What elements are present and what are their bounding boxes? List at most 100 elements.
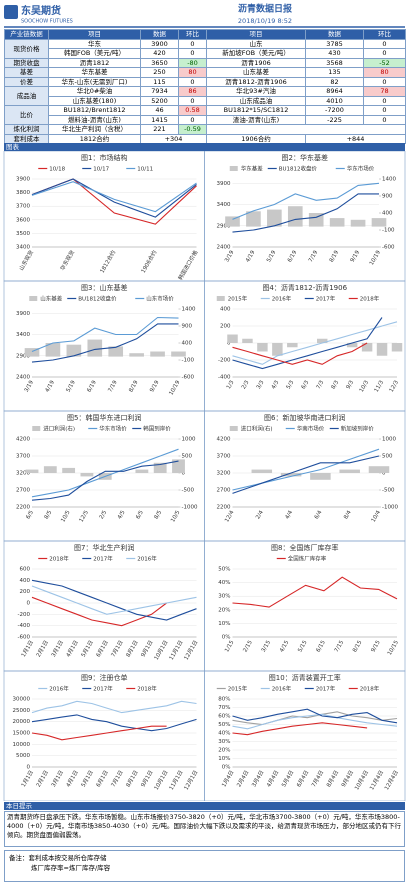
bar	[346, 343, 358, 348]
x-tick-label: 3/15	[261, 639, 273, 653]
x-tick-label: 华东现货	[58, 248, 76, 271]
y-tick-label: 40%	[218, 731, 230, 737]
line-series	[31, 714, 197, 732]
x-tick-label: 8/5	[154, 509, 164, 520]
x-tick-label: 9/19	[350, 249, 362, 263]
legend-label: 华东基差	[241, 165, 264, 173]
cell: -80	[178, 57, 207, 68]
y-tick-label: 10%	[218, 756, 230, 762]
y-tick-label: 4200	[16, 437, 30, 443]
x-tick-label: 1月1日	[20, 639, 35, 658]
x-tick-label: 9月1日	[140, 639, 155, 658]
y-tick-label: 4200	[217, 437, 231, 443]
legend-label: 韩国到岸价	[143, 425, 171, 433]
legend-label: 2017年	[316, 295, 336, 303]
x-tick-label: 6/15	[316, 639, 328, 653]
logo-icon	[4, 5, 18, 19]
bar	[371, 218, 387, 227]
legend-label: 2018年	[360, 295, 380, 303]
y2-tick-label: -600	[382, 245, 395, 251]
cell: 0	[178, 48, 207, 59]
legend-label: 2017年	[93, 555, 113, 563]
x-tick-label: 8/3	[331, 379, 341, 390]
y-tick-label: 0%	[222, 635, 231, 641]
y-tick-label: 0	[227, 341, 231, 347]
x-tick-label: 1/3	[226, 379, 236, 390]
y-tick-label: -400	[218, 375, 231, 381]
x-tick-label: 10/15	[387, 639, 400, 656]
chart-title: 图2：华东基差	[282, 153, 328, 162]
cell: 0	[363, 76, 406, 87]
x-tick-label: 8月1日	[125, 769, 140, 788]
x-tick-label: 2/4	[255, 509, 265, 520]
y-tick-label: 5000	[16, 753, 30, 759]
x-tick-label: 3/19	[224, 249, 236, 263]
bar	[24, 348, 40, 357]
y2-tick-label: 500	[182, 454, 193, 460]
x-tick-label: 10/3	[359, 379, 371, 393]
y-tick-label: 3800	[16, 190, 30, 196]
legend-swatch	[32, 426, 41, 431]
cell: 沥青1812	[48, 57, 141, 68]
cell: 燃料油-沥青(山东)	[48, 114, 141, 125]
y-tick-label: 2200	[16, 505, 30, 511]
line-series	[31, 700, 197, 714]
x-tick-label: 7/3	[316, 379, 326, 390]
y-tick-label: 3600	[16, 217, 30, 223]
section-bar: 本日提示	[4, 802, 405, 810]
table-row: 期货收盘 沥青1812 3650 -80 沥青1906 3568 -52	[4, 57, 406, 68]
y2-tick-label: -100	[182, 358, 195, 364]
x-tick-label: 8月1日	[125, 639, 140, 658]
cell: 沥青1906	[206, 57, 306, 68]
line-series	[232, 182, 380, 220]
bar	[287, 206, 303, 227]
bar	[339, 469, 360, 473]
y-tick-label: 0	[27, 601, 31, 607]
y-tick-label: 400	[220, 307, 231, 313]
x-tick-label: 9/19	[149, 379, 161, 393]
y2-tick-label: 0	[182, 471, 186, 477]
legend-swatch	[216, 296, 225, 301]
y-tick-label: 3400	[16, 332, 30, 338]
bar	[310, 473, 331, 480]
legend-label: 华南市场价	[297, 425, 325, 433]
x-tick-label: 6/4	[314, 509, 324, 520]
x-tick-label: 2/5	[99, 509, 109, 520]
y-tick-label: -200	[218, 358, 231, 364]
x-tick-label: 3月1日	[50, 639, 65, 658]
line-series	[31, 181, 197, 213]
legend-label: 2017年	[316, 685, 336, 693]
legend-label: BU1812收盘价	[78, 295, 117, 303]
y-tick-label: 20%	[218, 607, 230, 613]
bar	[227, 334, 238, 343]
table-row: 燃料油-沥青(山东) 1415 0 渣油-沥青(山东) -225 0	[5, 114, 406, 125]
y-tick-label: 3700	[16, 454, 30, 460]
y-tick-label: 3700	[217, 454, 231, 460]
y2-tick-label: 1000	[382, 437, 396, 443]
bar	[225, 216, 240, 227]
bar	[135, 469, 149, 473]
legend-label: 2018年	[137, 685, 157, 693]
x-tick-label: 韩国进口价格	[176, 248, 200, 281]
y-tick-label: 3200	[16, 471, 30, 477]
cell: 华北生产利润（含税）	[48, 124, 141, 135]
header-cell: 产业链数据	[4, 29, 49, 40]
bar	[66, 344, 82, 357]
x-tick-label: 8/19	[128, 379, 140, 393]
cell: 250	[140, 67, 179, 78]
legend-label: 2018年	[49, 555, 69, 563]
bar	[246, 211, 261, 227]
y-tick-label: 3400	[217, 202, 231, 208]
y-tick-label: 400	[20, 578, 31, 584]
x-tick-label: 12/3	[389, 379, 401, 393]
x-tick-label: 8/19	[329, 249, 341, 263]
y-tick-label: 2900	[16, 353, 30, 359]
line-series	[31, 460, 179, 501]
x-tick-label: 2/15	[242, 639, 254, 653]
x-tick-label: 4月1日	[65, 769, 80, 788]
line-series	[232, 317, 383, 370]
header-cell: 项目	[48, 29, 141, 40]
y2-tick-label: -500	[182, 488, 195, 494]
header-cell: 环比	[178, 29, 207, 40]
cell: 韩国FOB（美元/吨）	[48, 48, 141, 59]
